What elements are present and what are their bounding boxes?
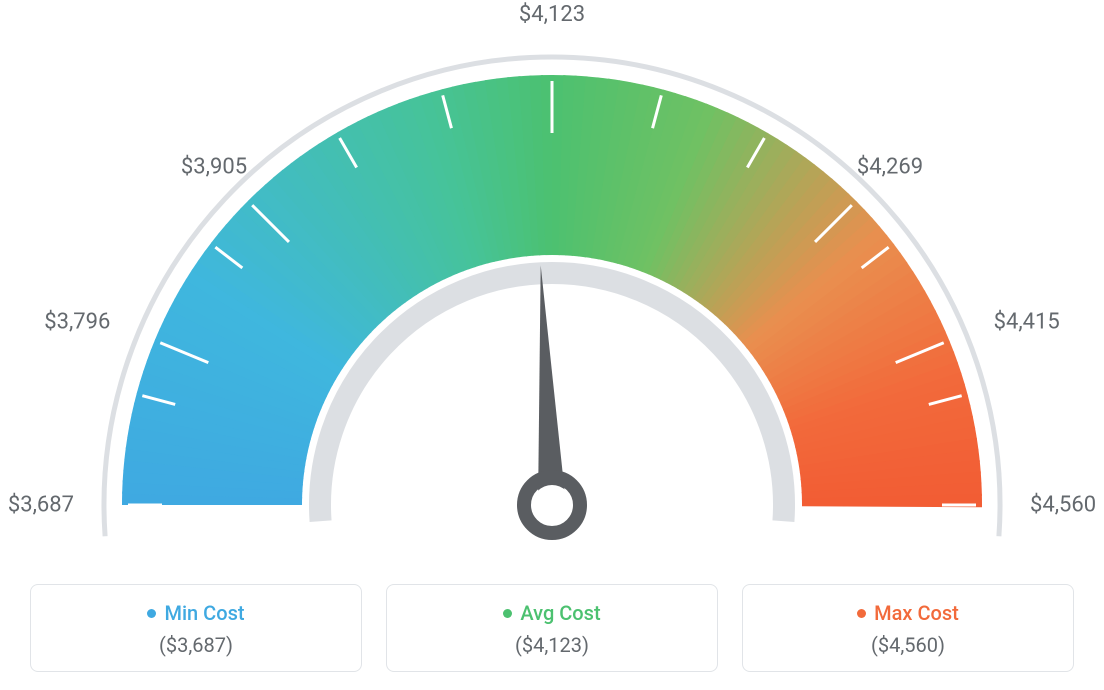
legend-title-max-text: Max Cost — [874, 601, 959, 625]
gauge-tick-label: $3,905 — [181, 155, 247, 180]
legend-card-min: Min Cost ($3,687) — [30, 584, 362, 672]
legend-title-min: Min Cost — [147, 601, 244, 625]
gauge-tick-label: $3,687 — [8, 493, 74, 518]
legend-value-min: ($3,687) — [41, 633, 351, 657]
legend-title-avg: Avg Cost — [503, 601, 600, 625]
legend-card-max: Max Cost ($4,560) — [742, 584, 1074, 672]
cost-gauge-chart: $3,687 $3,796 $3,905 $4,123 $4,269 $4,415 $4,5… — [0, 0, 1104, 560]
gauge-tick-label: $3,796 — [44, 310, 110, 335]
dot-min-icon — [147, 609, 156, 618]
gauge-tick-label: $4,123 — [519, 2, 585, 27]
gauge-svg — [0, 0, 1104, 560]
legend-title-max: Max Cost — [857, 601, 959, 625]
gauge-tick-label: $4,415 — [994, 310, 1060, 335]
legend-value-max: ($4,560) — [753, 633, 1063, 657]
legend-row: Min Cost ($3,687) Avg Cost ($4,123) Max … — [0, 584, 1104, 672]
legend-value-avg: ($4,123) — [397, 633, 707, 657]
legend-title-min-text: Min Cost — [164, 601, 244, 625]
dot-max-icon — [857, 609, 866, 618]
gauge-tick-label: $4,269 — [857, 155, 923, 180]
legend-title-avg-text: Avg Cost — [520, 601, 600, 625]
dot-avg-icon — [503, 609, 512, 618]
legend-card-avg: Avg Cost ($4,123) — [386, 584, 718, 672]
gauge-tick-label: $4,560 — [1030, 493, 1096, 518]
